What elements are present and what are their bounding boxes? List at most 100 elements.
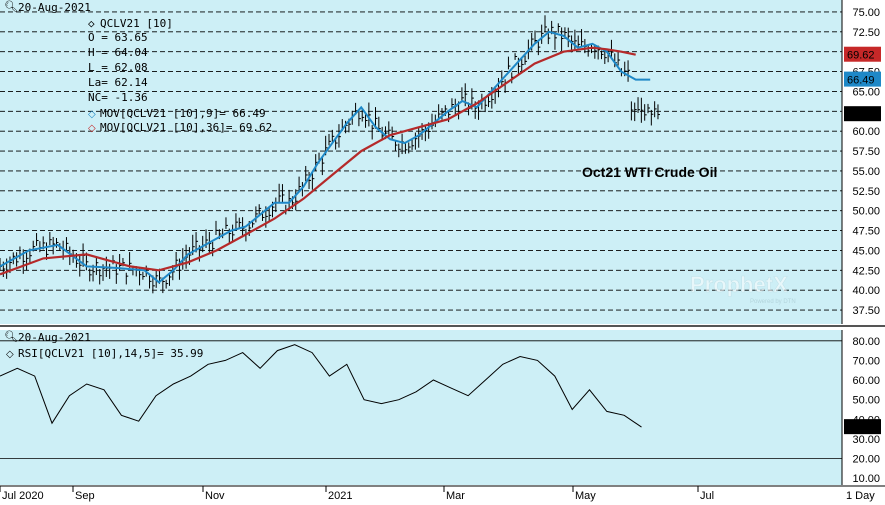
price-bar	[36, 233, 39, 246]
price-bar	[617, 51, 621, 66]
ohlc-l: L = 62.08	[88, 61, 148, 74]
price-bar	[258, 204, 262, 216]
rsi-tick-label: 10.00	[852, 473, 880, 485]
price-bar	[544, 15, 547, 33]
zoom-icon[interactable]: 🔍︎	[4, 0, 18, 13]
price-tick-label: 57.50	[852, 146, 880, 158]
price-bar	[408, 142, 411, 154]
price-tick-label: 75.00	[852, 7, 880, 19]
price-bar	[534, 30, 538, 44]
price-bar	[142, 271, 145, 280]
price-tick-label: 45.00	[852, 245, 880, 257]
badge-background	[844, 71, 881, 87]
price-bar	[361, 108, 365, 122]
badge-value: 66.49	[847, 75, 875, 87]
price-bar	[79, 254, 82, 277]
price-bar	[215, 220, 219, 235]
price-bar	[281, 184, 285, 203]
price-bar	[451, 98, 454, 108]
price-bar	[168, 273, 172, 286]
price-tick-label: 60.00	[852, 126, 880, 138]
price-tick-label: 55.00	[852, 166, 880, 178]
price-tick-label: 50.00	[852, 206, 880, 218]
x-tick-label: Sep	[75, 490, 95, 502]
x-tick-label: May	[575, 490, 596, 502]
price-bar	[647, 103, 651, 114]
price-bar	[255, 206, 258, 223]
price-bar	[298, 176, 302, 193]
rsi-tick-label: 80.00	[852, 336, 880, 348]
badge-value: 69.62	[847, 50, 875, 62]
ma-slow-label: MOV[QCLV21 [10],36]= 69.62	[100, 121, 272, 134]
badge-background	[844, 106, 881, 122]
x-tick-label: Jul 2020	[2, 490, 44, 502]
price-bar	[65, 237, 69, 251]
rsi-tick-label: 70.00	[852, 355, 880, 367]
price-bar	[630, 101, 634, 121]
price-bar	[557, 23, 561, 33]
price-bar	[232, 224, 235, 241]
rsi-tick-label: 50.00	[852, 395, 880, 407]
price-bar	[321, 156, 325, 176]
badge-background	[844, 419, 881, 435]
symbol-label: QCLV21 [10]	[100, 17, 173, 30]
rsi-tick-label: 30.00	[852, 434, 880, 446]
price-bar	[650, 109, 654, 126]
price-bar	[637, 97, 641, 113]
price-bar	[178, 258, 182, 280]
rsi-marker-icon: ◇	[6, 349, 14, 360]
watermark-sub: Powered by DTN	[750, 299, 796, 305]
price-bar	[391, 126, 395, 140]
price-bar	[165, 279, 169, 289]
price-bar	[99, 269, 102, 285]
price-bar	[155, 269, 159, 288]
price-bar	[49, 232, 52, 246]
watermark-text: ProphetX	[690, 272, 788, 297]
price-bar	[554, 31, 557, 50]
last-value-badge: 69.62	[844, 46, 881, 62]
price-bar	[308, 171, 312, 190]
price-bar	[561, 27, 564, 52]
badge-background	[844, 46, 881, 62]
last-value-badge: 66.49	[844, 71, 881, 87]
price-tick-label: 40.00	[852, 285, 880, 297]
price-bar	[587, 44, 591, 57]
x-tick-label: Jul	[700, 490, 714, 502]
ma-fast-line	[0, 30, 651, 284]
price-tick-label: 72.50	[852, 27, 880, 39]
price-bar	[268, 207, 272, 222]
price-bar	[441, 108, 444, 120]
price-bar	[125, 272, 129, 285]
ohlc-h: H = 64.04	[88, 46, 148, 59]
symbol-marker-icon: ◇	[88, 17, 95, 30]
price-bar	[371, 125, 375, 140]
price-bar	[149, 273, 152, 289]
ma-slow-marker-icon: ◇	[88, 123, 96, 134]
ma-fast-marker-icon: ◇	[88, 109, 96, 120]
price-bar	[640, 97, 644, 123]
price-bar	[331, 129, 335, 142]
price-bar	[581, 29, 584, 46]
price-bar	[398, 143, 401, 158]
ohlc-la: La= 62.14	[88, 76, 148, 89]
rsi-tick-label: 60.00	[852, 375, 880, 387]
watermark: ProphetX Powered by DTN	[690, 272, 796, 305]
price-bar	[411, 139, 415, 150]
price-bar	[328, 133, 331, 146]
chart-title: Oct21 WTI Crude Oil	[582, 164, 717, 180]
rsi-last-badge: 35.99	[844, 419, 881, 435]
rsi-zoom-icon[interactable]: 🔍︎	[4, 330, 18, 343]
price-bar	[238, 217, 242, 230]
price-bar	[577, 35, 581, 48]
price-bar	[388, 121, 391, 135]
x-tick-label: 2021	[328, 490, 352, 502]
price-bar	[507, 56, 511, 70]
price-bar	[484, 97, 488, 113]
x-tick-label: 1 Day	[846, 490, 875, 502]
price-bar	[16, 252, 19, 267]
price-bar	[365, 114, 368, 128]
price-bar	[26, 250, 29, 271]
price-tick-label: 42.50	[852, 265, 880, 277]
price-bar	[644, 104, 647, 121]
